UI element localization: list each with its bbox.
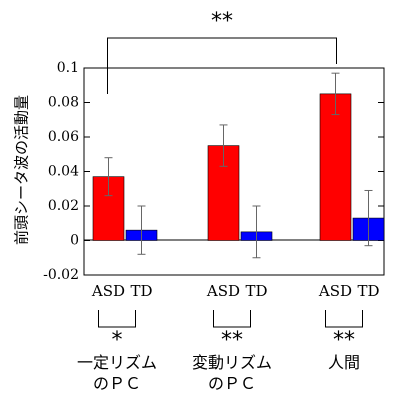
bar-asd [319,93,352,241]
condition-label: 人間 [328,353,360,372]
top-comparison: ** [107,9,337,94]
x-tick-label: TD [130,282,152,300]
x-tick-label: ASD [91,282,125,300]
x-tick-label: ASD [318,282,352,300]
condition-label: 一定リズム [77,353,157,372]
y-tick-label: 0 [70,233,79,249]
significance-marker: ** [221,328,243,353]
y-tick-label: -0.02 [43,267,79,283]
x-tick-labels: ASD TD ASD TD ASD TD [91,282,380,300]
y-tick-label: 0.1 [57,60,79,76]
group-bracket [98,310,136,328]
top-bracket [107,37,337,94]
y-tick-label: 0.02 [48,198,79,214]
top-significance-marker: ** [211,9,233,34]
significance-brackets: * ** ** [98,310,363,353]
y-tick-label: 0.08 [48,95,79,111]
y-axis-label: 前頭シータ波の活動量 [13,95,31,245]
bars-layer [92,93,385,241]
x-tick-label: ASD [206,282,240,300]
y-tick-label: 0.04 [48,164,79,180]
condition-label: 変動リズム [192,353,272,372]
group-bracket [325,310,363,328]
significance-marker: ** [333,328,355,353]
error-bars-layer [104,72,373,259]
group-bracket [213,310,251,328]
y-axis-ticks: 0.1 0.08 0.06 0.04 0.02 0 -0.02 [43,60,384,283]
condition-label: のＰＣ [208,374,256,393]
condition-label: のＰＣ [93,374,141,393]
y-tick-label: 0.06 [48,129,79,145]
significance-marker: * [112,328,123,353]
x-tick-label: TD [357,282,379,300]
x-tick-label: TD [245,282,267,300]
